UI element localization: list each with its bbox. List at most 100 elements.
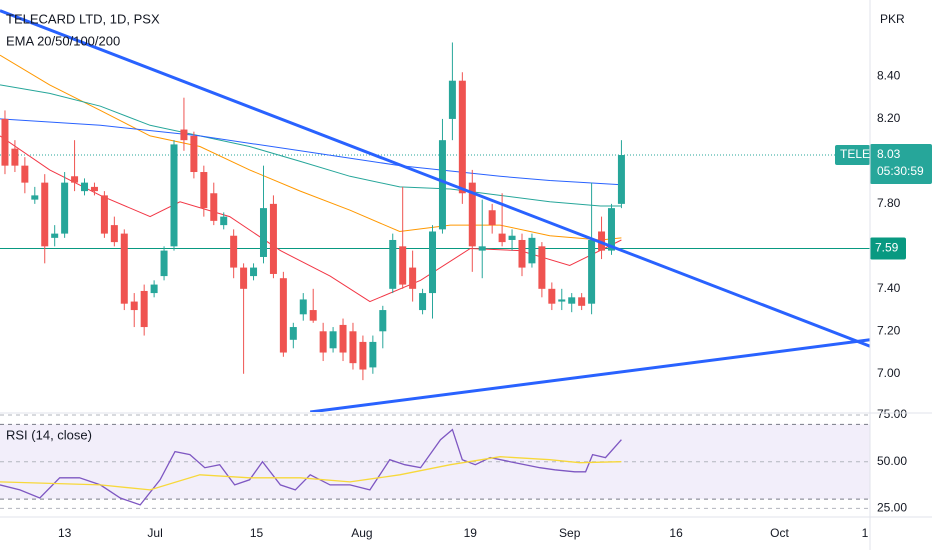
candle-body [329, 331, 337, 349]
candle-body [41, 182, 49, 247]
candle-body [160, 250, 168, 277]
candle-body [538, 246, 546, 289]
candle-body [140, 290, 148, 328]
candle-body [488, 210, 496, 226]
candle-body [190, 135, 198, 173]
candle-body [379, 310, 387, 332]
rsi-tick-label: 50.00 [877, 454, 907, 468]
candle-body [210, 193, 218, 221]
candle-body [448, 80, 456, 119]
candle-body [607, 208, 615, 251]
price-tick-label: 7.00 [877, 366, 901, 380]
level-price-box [870, 237, 906, 260]
candle-body [429, 231, 437, 294]
overlay: 7.007.207.407.607.808.008.208.4013Jul15A… [58, 69, 932, 540]
candle-body [319, 331, 327, 353]
candle-body [478, 246, 486, 251]
candle-body [409, 267, 417, 289]
candle-body [389, 239, 397, 289]
candle-body [240, 267, 248, 289]
rsi-tick-label: 75.00 [877, 407, 907, 421]
price-tick-label: 7.80 [877, 196, 901, 210]
price-tick-label: 7.40 [877, 281, 901, 295]
candle-body [518, 239, 526, 268]
candle-body [269, 203, 277, 274]
candle-body [200, 172, 208, 209]
price-tick-label: 8.20 [877, 111, 901, 125]
candle-body [220, 216, 228, 226]
candle-body [419, 293, 427, 311]
candle-body [230, 235, 238, 268]
candle-body [349, 331, 357, 364]
time-tick-label: Jul [147, 526, 162, 540]
candle-body [299, 299, 307, 315]
candle-body [309, 310, 317, 321]
candle-body [458, 80, 466, 194]
symbol-label: TELE [840, 147, 870, 161]
candle-body [11, 148, 19, 166]
indicator-legend: EMA 20/50/100/200 [6, 33, 120, 48]
candle-body [508, 235, 516, 240]
time-tick-label: Oct [770, 526, 789, 540]
rsi-line [0, 428, 622, 506]
candle-body [568, 297, 576, 304]
candle-body [61, 182, 69, 234]
price-tick-label: 8.40 [877, 69, 901, 83]
rsi-legend: RSI (14, close) [6, 427, 92, 442]
time-tick-label: 15 [250, 526, 264, 540]
ema-line [0, 84, 622, 207]
rsi-pane [0, 414, 870, 509]
candle-body [31, 195, 39, 200]
ema-line [0, 135, 622, 303]
candle-body [150, 284, 158, 294]
candle-body [339, 324, 347, 353]
candle-body [279, 278, 287, 353]
last-price-label: 8.03 [877, 147, 901, 161]
rsi-line [0, 456, 622, 491]
rsi-tick-label: 25.00 [877, 501, 907, 515]
ema-line [0, 54, 622, 241]
candle-body [468, 182, 476, 247]
candle-body [71, 176, 79, 183]
candle-body [170, 144, 178, 247]
candle-body [548, 288, 556, 304]
currency-label[interactable]: PKR [880, 12, 905, 26]
candle-body [1, 118, 9, 166]
main-pane [0, 9, 870, 412]
candle-body [289, 327, 297, 340]
last-price-box [870, 144, 932, 185]
time-tick-label: 19 [464, 526, 478, 540]
chart-title: TELECARD LTD, 1D, PSX [6, 11, 160, 26]
candle-body [359, 341, 367, 370]
candle-body [130, 301, 138, 311]
symbol-box [835, 145, 870, 166]
candle-body [617, 155, 625, 204]
candle-body [438, 140, 446, 230]
candle-body [588, 239, 596, 304]
candle-body [51, 233, 59, 238]
countdown-label: 05:30:59 [877, 164, 924, 178]
candle-body [81, 182, 89, 192]
time-tick-label: 13 [58, 526, 72, 540]
candle-body [100, 195, 108, 234]
time-tick-label: Sep [559, 526, 581, 540]
candle-body [250, 267, 258, 277]
candle-body [180, 129, 188, 141]
candle-body [120, 233, 128, 304]
candle-body [558, 299, 566, 302]
time-tick-label: 16 [669, 526, 683, 540]
ema-line [0, 118, 622, 186]
candle-body [90, 186, 98, 192]
level-price-label: 7.59 [875, 241, 899, 255]
candle-body [369, 341, 377, 368]
candle-body [399, 246, 407, 285]
price-tick-label: 7.20 [877, 323, 901, 337]
trend-line [310, 338, 870, 412]
candle-body [578, 297, 586, 306]
time-tick-label: Aug [351, 526, 372, 540]
candle-body [498, 233, 506, 243]
time-tick-label: 1 [862, 526, 869, 540]
candle-body [21, 165, 29, 183]
candle-body [528, 237, 536, 264]
